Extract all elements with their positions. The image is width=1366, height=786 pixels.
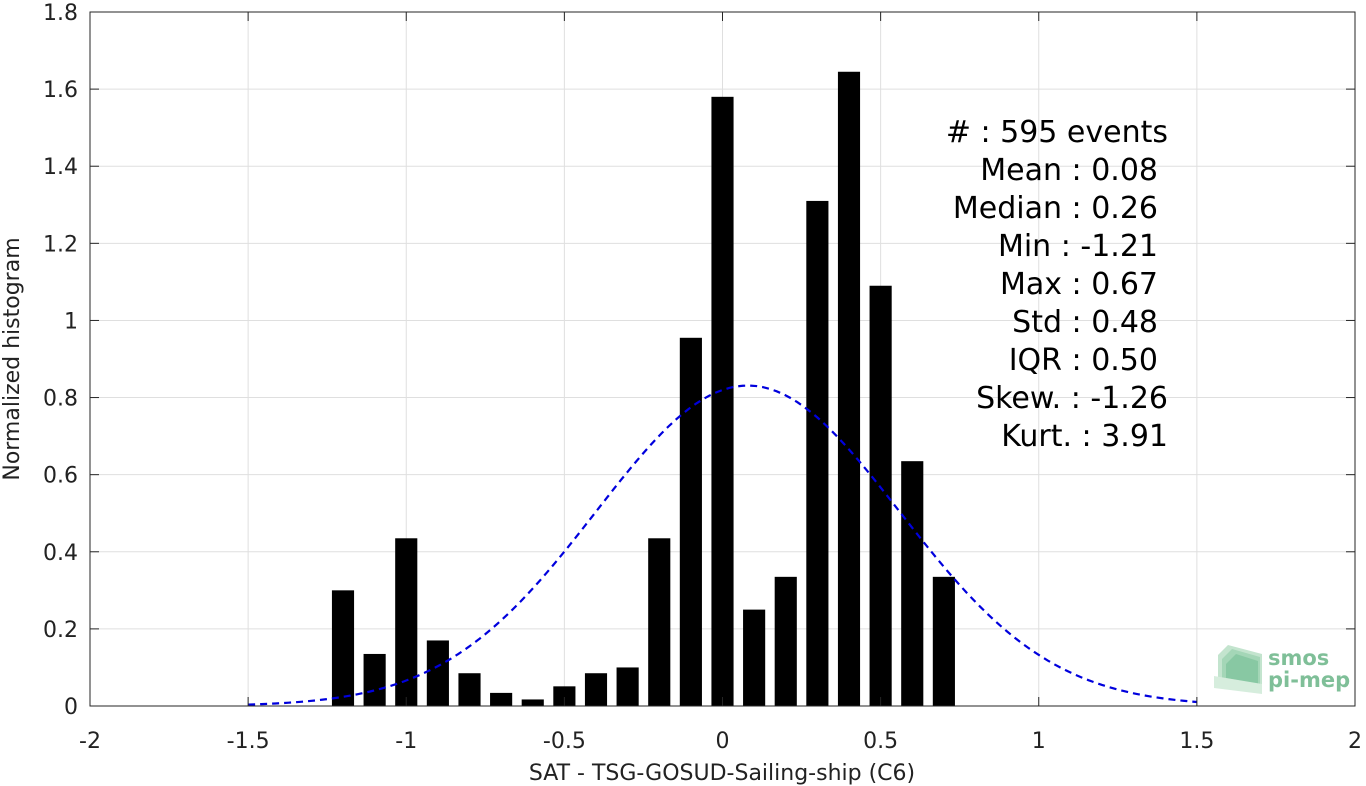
- histogram-bar: [869, 285, 892, 706]
- x-axis-title: SAT - TSG-GOSUD-Sailing-ship (C6): [529, 761, 915, 786]
- y-tick-label: 0.8: [43, 387, 78, 412]
- stat-line: Std : 0.48: [1012, 305, 1158, 340]
- x-tick-label: 0.5: [863, 729, 898, 754]
- stat-line: IQR : 0.50: [1009, 343, 1158, 378]
- histogram-bar: [331, 590, 355, 706]
- y-tick-label: 1.2: [43, 232, 78, 257]
- smos-pi-mep-logo: smos pi-mep: [1214, 645, 1350, 694]
- y-tick-label: 0.6: [43, 464, 78, 489]
- histogram-bar: [395, 538, 418, 706]
- histogram-bar: [711, 96, 734, 707]
- y-tick-label: 1.6: [43, 78, 78, 103]
- stat-line: # : 595 events: [946, 115, 1168, 150]
- logo-text-pi-mep: pi-mep: [1268, 668, 1350, 692]
- axis-ticks: [89, 11, 1356, 707]
- logo-text-smos: smos: [1268, 646, 1329, 670]
- x-tick-label: 1: [1032, 729, 1046, 754]
- histogram-bar: [553, 686, 576, 706]
- histogram-bar: [901, 461, 924, 706]
- stat-line: Max : 0.67: [1000, 267, 1158, 302]
- histogram-bar: [806, 200, 829, 706]
- x-tick-label: -1: [395, 729, 417, 754]
- y-axis-title: Normalized histogram: [0, 237, 25, 480]
- histogram-bar: [616, 667, 639, 706]
- histogram-bar: [743, 609, 766, 706]
- x-tick-labels: -2 -1.5 -1 -0.5 0 0.5 1 1.5 2: [79, 729, 1362, 754]
- y-tick-label: 1.4: [43, 155, 78, 180]
- y-tick-label: 1.8: [43, 1, 78, 26]
- x-tick-label: -0.5: [543, 729, 586, 754]
- histogram-bar: [426, 640, 449, 706]
- stat-line: Kurt. : 3.91: [1001, 419, 1168, 454]
- x-tick-label: -1.5: [227, 729, 270, 754]
- histogram-bar: [521, 699, 544, 706]
- histogram-bar: [679, 337, 702, 706]
- histogram-bars: [331, 71, 955, 707]
- histogram-bar: [363, 653, 386, 706]
- x-tick-label: 2: [1348, 729, 1362, 754]
- histogram-bar: [932, 576, 955, 706]
- y-tick-label: 0.2: [43, 618, 78, 643]
- histogram-bar: [774, 576, 797, 706]
- histogram-bar: [584, 673, 608, 706]
- histogram-bar: [837, 71, 861, 706]
- histogram-bar: [648, 538, 671, 706]
- stat-line: Mean : 0.08: [980, 153, 1158, 188]
- x-tick-label: 0: [716, 729, 730, 754]
- logo-graphic-icon: [1214, 645, 1262, 694]
- x-tick-label: -2: [79, 729, 101, 754]
- x-tick-label: 1.5: [1179, 729, 1214, 754]
- histogram-bar: [490, 692, 513, 706]
- y-tick-label: 0.4: [43, 541, 78, 566]
- histogram-bar: [458, 673, 481, 706]
- y-tick-labels: 0 0.2 0.4 0.6 0.8 1 1.2 1.4 1.6 1.8: [43, 1, 78, 720]
- y-tick-label: 1: [64, 309, 78, 334]
- stat-line: Median : 0.26: [953, 191, 1158, 226]
- y-tick-label: 0: [64, 695, 78, 720]
- stat-line: Min : -1.21: [998, 229, 1158, 264]
- gaussian-fit-curve: [248, 384, 1197, 706]
- stat-line: Skew. : -1.26: [976, 381, 1168, 416]
